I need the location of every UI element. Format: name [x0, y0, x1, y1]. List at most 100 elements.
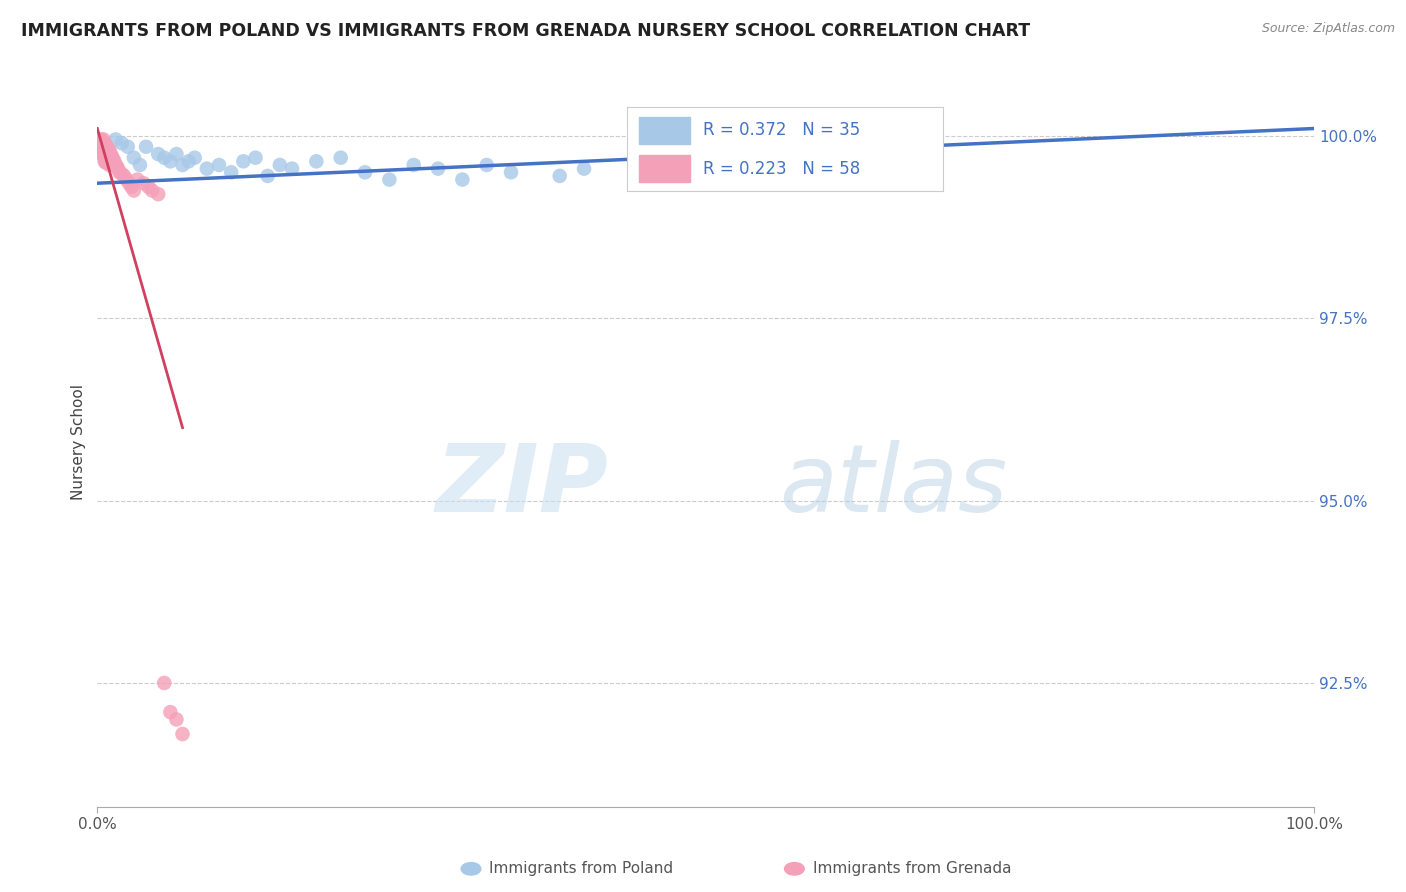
Point [96, 140, 118, 154]
Point [402, 158, 425, 172]
Point [159, 705, 181, 719]
Point [159, 154, 181, 169]
Point [94, 137, 117, 152]
Point [93, 144, 115, 158]
Point [94, 156, 117, 170]
Point [122, 151, 145, 165]
Point [100, 152, 122, 166]
Point [112, 169, 135, 183]
Point [548, 169, 571, 183]
Point [475, 158, 498, 172]
Point [183, 151, 205, 165]
Point [93, 140, 115, 154]
Point [98, 144, 121, 158]
Point [93, 136, 115, 150]
Point [177, 154, 200, 169]
Point [94, 141, 117, 155]
Point [148, 147, 170, 161]
Point [93, 140, 115, 154]
Point [165, 147, 187, 161]
Point [93, 147, 115, 161]
Point [98, 158, 121, 172]
Point [172, 158, 194, 172]
Point [127, 172, 149, 186]
Point [93, 147, 115, 161]
Point [195, 161, 218, 176]
Point [135, 140, 157, 154]
Point [120, 179, 142, 194]
Point [91, 140, 114, 154]
Point [96, 144, 118, 158]
Y-axis label: Nursery School: Nursery School [72, 384, 86, 500]
Point [256, 169, 278, 183]
Point [378, 172, 401, 186]
Point [153, 676, 176, 690]
Point [104, 158, 127, 172]
Point [132, 176, 155, 190]
Point [94, 152, 117, 166]
Point [354, 165, 377, 179]
Point [172, 727, 194, 741]
Point [98, 154, 121, 169]
Point [93, 136, 115, 150]
Point [94, 145, 117, 159]
Point [427, 161, 450, 176]
Text: IMMIGRANTS FROM POLAND VS IMMIGRANTS FROM GRENADA NURSERY SCHOOL CORRELATION CHA: IMMIGRANTS FROM POLAND VS IMMIGRANTS FRO… [21, 22, 1031, 40]
Point [101, 152, 124, 166]
Point [90, 136, 112, 150]
Point [153, 151, 176, 165]
Point [98, 147, 121, 161]
Point [792, 158, 814, 172]
Point [141, 184, 163, 198]
Point [96, 147, 118, 161]
Point [269, 158, 291, 172]
Point [914, 147, 936, 161]
Point [232, 154, 254, 169]
Point [91, 147, 114, 161]
Point [93, 144, 115, 158]
Point [103, 154, 125, 169]
Point [122, 184, 145, 198]
Point [104, 132, 127, 146]
Point [94, 148, 117, 162]
Point [93, 151, 115, 165]
Point [98, 151, 121, 165]
Point [101, 149, 124, 163]
Point [129, 158, 152, 172]
Point [97, 149, 120, 163]
Point [97, 145, 120, 160]
Text: Immigrants from Poland: Immigrants from Poland [489, 862, 673, 876]
Point [91, 144, 114, 158]
Point [100, 147, 122, 161]
Point [115, 172, 138, 186]
Point [97, 142, 120, 156]
Text: atlas: atlas [779, 441, 1007, 532]
Point [451, 172, 474, 186]
Point [107, 161, 129, 176]
Point [281, 161, 304, 176]
Point [117, 140, 139, 154]
Point [245, 151, 267, 165]
Point [148, 187, 170, 202]
Point [219, 165, 242, 179]
Point [499, 165, 522, 179]
Point [671, 154, 693, 169]
Point [96, 151, 118, 165]
Point [90, 132, 112, 146]
Point [111, 136, 134, 150]
Point [118, 176, 141, 190]
Text: Immigrants from Grenada: Immigrants from Grenada [813, 862, 1011, 876]
Point [208, 158, 231, 172]
Point [105, 160, 128, 174]
Point [138, 179, 160, 194]
Point [329, 151, 352, 165]
Text: Source: ZipAtlas.com: Source: ZipAtlas.com [1261, 22, 1395, 36]
Point [165, 713, 187, 727]
Point [572, 161, 595, 176]
Text: ZIP: ZIP [436, 440, 609, 532]
Point [111, 167, 134, 181]
Point [93, 132, 115, 146]
Point [93, 154, 115, 169]
Point [108, 165, 131, 179]
Point [305, 154, 328, 169]
